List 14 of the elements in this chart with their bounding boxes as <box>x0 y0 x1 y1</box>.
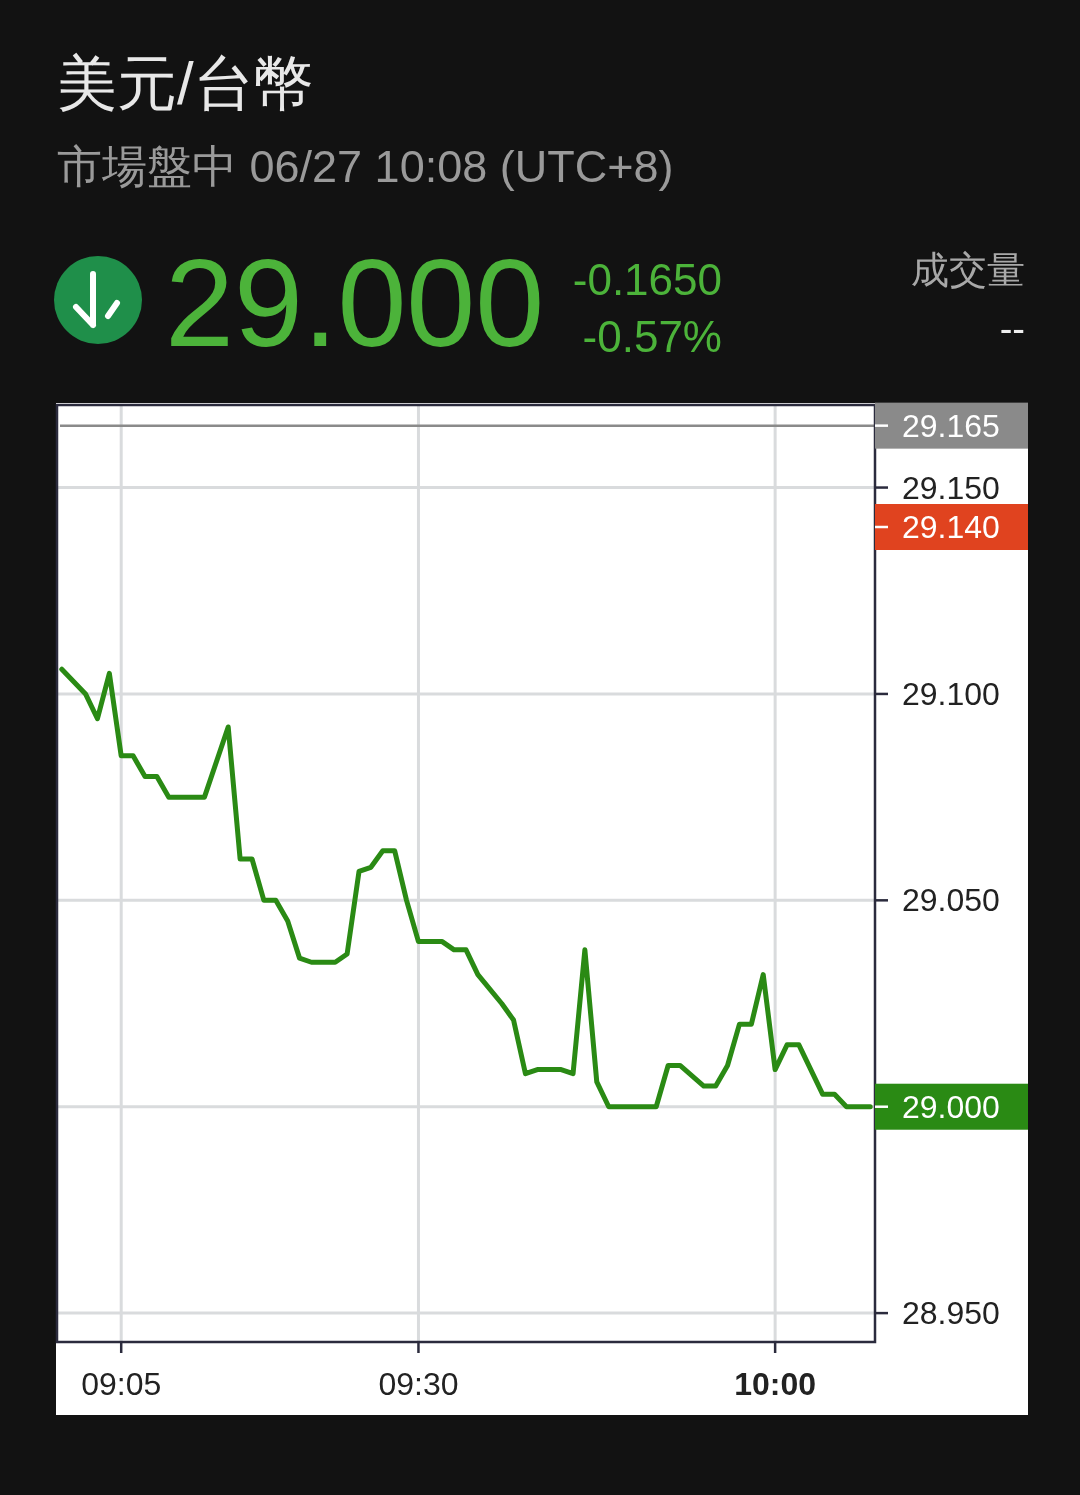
ytick: 29.050 <box>902 882 1000 919</box>
ytick: 29.150 <box>902 469 1000 506</box>
ytick: 28.950 <box>902 1295 1000 1332</box>
xtick: 10:00 <box>734 1366 817 1402</box>
annotation: 成交量 <box>911 249 1025 291</box>
annotation: -- <box>999 308 1025 350</box>
xtick: 09:05 <box>81 1366 162 1402</box>
subtitle: 市場盤中 06/27 10:08 (UTC+8) <box>57 141 674 192</box>
xtick: 09:30 <box>378 1366 459 1402</box>
ytick: 29.100 <box>902 675 1000 712</box>
annotation: -0.1650 <box>572 255 722 304</box>
title: 美元/台幣 <box>57 50 314 117</box>
annotation: 29.000 <box>165 234 545 372</box>
annotation: -0.57% <box>582 312 722 361</box>
